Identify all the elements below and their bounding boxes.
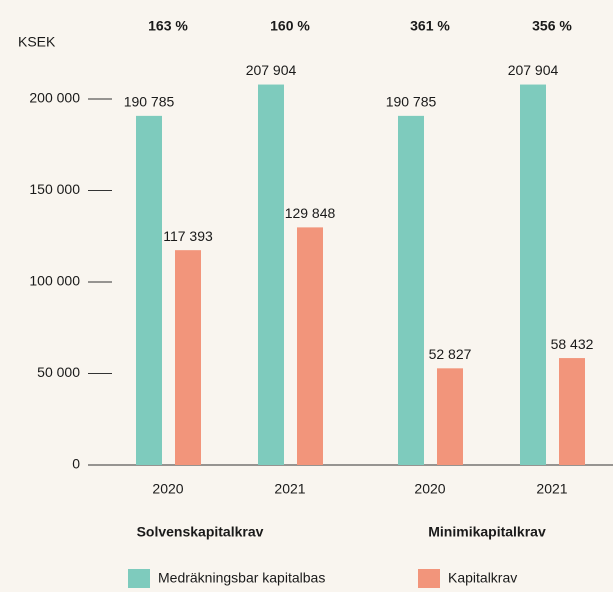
y-tick-label: 50 000 [37, 364, 80, 380]
legend-swatch [418, 569, 440, 588]
value-label: 58 432 [551, 336, 594, 352]
legend-label: Kapitalkrav [448, 570, 517, 586]
bar [258, 84, 284, 466]
y-tick-label: 0 [72, 456, 80, 472]
group-label: Minimikapitalkrav [428, 524, 546, 540]
ratio-label: 361 % [410, 18, 450, 34]
value-label: 190 785 [386, 94, 437, 110]
x-tick-label: 2021 [536, 481, 567, 497]
bar [175, 250, 201, 465]
y-tick-label: 150 000 [29, 181, 80, 197]
legend-swatch [128, 569, 150, 588]
value-label: 117 393 [163, 228, 213, 244]
x-tick-label: 2020 [414, 481, 445, 497]
value-label: 52 827 [429, 346, 472, 362]
unit-label: KSEK [18, 34, 56, 50]
legend-label: Medräkningsbar kapitalbas [158, 570, 325, 586]
value-label: 129 848 [285, 205, 336, 221]
ratio-label: 160 % [270, 18, 310, 34]
x-tick-label: 2021 [274, 481, 305, 497]
x-tick-label: 2020 [152, 481, 183, 497]
value-label: 207 904 [508, 62, 559, 78]
y-tick-label: 200 000 [29, 90, 80, 106]
ratio-label: 163 % [148, 18, 188, 34]
bar [398, 115, 424, 465]
bar [297, 227, 323, 465]
bar [136, 115, 162, 465]
bar [520, 84, 546, 466]
bar [559, 358, 585, 465]
ratio-label: 356 % [532, 18, 572, 34]
bar [437, 368, 463, 465]
y-tick-label: 100 000 [29, 273, 80, 289]
value-label: 190 785 [124, 94, 175, 110]
value-label: 207 904 [246, 62, 297, 78]
group-label: Solvenskapitalkrav [137, 524, 264, 540]
